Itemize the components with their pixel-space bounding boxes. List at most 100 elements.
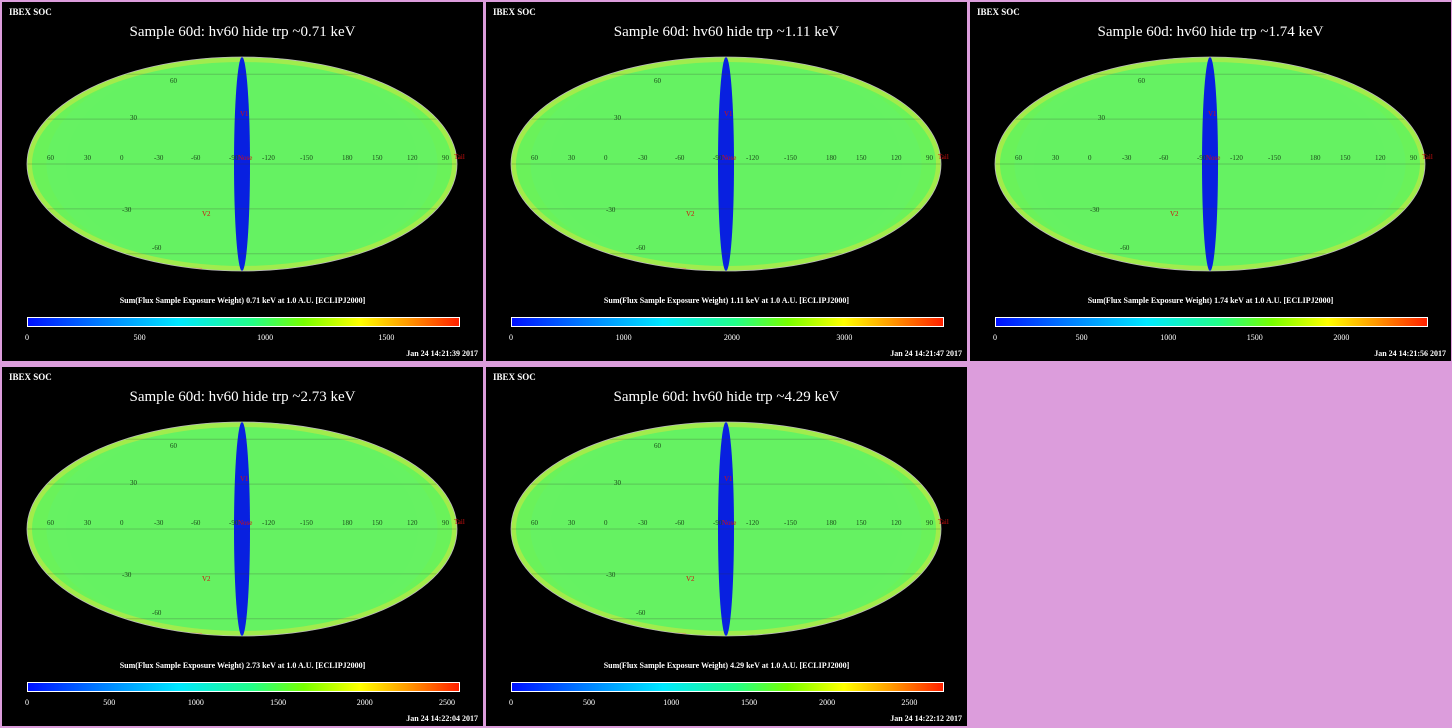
longitude-label: -30 [638, 519, 648, 527]
longitude-label: 180 [826, 154, 837, 162]
longitude-label: 30 [1052, 154, 1059, 162]
latitude-label: -30 [122, 571, 132, 579]
longitude-label: -120 [1230, 154, 1243, 162]
marker-tail: Tail [1422, 153, 1433, 161]
soc-label: IBEX SOC [977, 7, 1020, 17]
longitude-label: 120 [891, 154, 902, 162]
colorbar-tick-label: 0 [509, 698, 513, 707]
colorbar-tick-label: 1000 [187, 698, 204, 707]
colorbar-tick-label: 2500 [439, 698, 455, 707]
longitude-label: 30 [568, 154, 575, 162]
marker-tail: Tail [454, 518, 465, 526]
longitude-label: -30 [1122, 154, 1132, 162]
latitude-label: -30 [606, 206, 616, 214]
latitude-label: 30 [130, 114, 137, 122]
colorbar-tick-label: 500 [582, 698, 595, 707]
colorbar-tick-label: 1000 [257, 333, 274, 342]
longitude-label: 90 [926, 519, 933, 527]
timestamp: Jan 24 14:21:39 2017 [406, 349, 478, 358]
longitude-label: 60 [47, 154, 54, 162]
colorbar-tick-label: 2000 [1333, 333, 1350, 342]
panel-title: Sample 60d: hv60 hide trp ~2.73 keV [129, 389, 356, 405]
longitude-label: -90 [229, 519, 239, 527]
longitude-label: 150 [1340, 154, 1351, 162]
colorbar-caption: Sum(Flux Sample Exposure Weight) 1.74 ke… [1087, 296, 1334, 305]
longitude-label: 90 [1410, 154, 1417, 162]
timestamp: Jan 24 14:21:56 2017 [1374, 349, 1446, 358]
latitude-label: -30 [122, 206, 132, 214]
colorbar-tick-label: 1500 [1246, 333, 1263, 342]
marker-v1: V1 [240, 475, 249, 483]
colorbar-tick-label: 1500 [270, 698, 287, 707]
longitude-label: 0 [604, 519, 608, 527]
latitude-label: 60 [170, 77, 177, 85]
colorbar-tick-label: 0 [993, 333, 997, 342]
longitude-label: 30 [84, 519, 91, 527]
colorbar-tick-label: 2000 [723, 333, 740, 342]
longitude-label: 120 [407, 154, 418, 162]
longitude-label: 0 [1088, 154, 1092, 162]
latitude-label: -30 [1090, 206, 1100, 214]
colorbar-tick-label: 500 [133, 333, 146, 342]
longitude-label: -120 [746, 154, 759, 162]
longitude-label: -90 [713, 519, 723, 527]
marker-v1: V1 [724, 110, 733, 118]
colorbar-tick-label: 3000 [836, 333, 853, 342]
skymap-panel-5: IBEX SOC Sample 60d: hv60 hide trp ~4.29… [486, 367, 967, 726]
longitude-label: -60 [675, 154, 685, 162]
skymap-panel-4: IBEX SOC Sample 60d: hv60 hide trp ~2.73… [2, 367, 483, 726]
latitude-label: -60 [152, 244, 162, 252]
colorbar [27, 682, 460, 692]
longitude-label: 90 [442, 154, 449, 162]
marker-v1: V1 [724, 475, 733, 483]
colorbar-tick-label: 2000 [819, 698, 836, 707]
longitude-label: 180 [826, 519, 837, 527]
longitude-label: 180 [342, 154, 353, 162]
longitude-label: -120 [746, 519, 759, 527]
colorbar-tick-label: 0 [509, 333, 513, 342]
marker-nose: Nose [238, 519, 253, 527]
colorbar-caption: Sum(Flux Sample Exposure Weight) 0.71 ke… [119, 296, 366, 305]
colorbar-caption: Sum(Flux Sample Exposure Weight) 4.29 ke… [603, 661, 850, 670]
longitude-label: 120 [407, 519, 418, 527]
longitude-label: 0 [120, 154, 124, 162]
longitude-label: 90 [442, 519, 449, 527]
colorbar-tick-label: 0 [25, 698, 29, 707]
longitude-label: 30 [568, 519, 575, 527]
latitude-label: 30 [614, 114, 621, 122]
longitude-label: -30 [154, 154, 164, 162]
longitude-label: 30 [84, 154, 91, 162]
skymap-panel-3: IBEX SOC Sample 60d: hv60 hide trp ~1.74… [970, 2, 1451, 361]
soc-label: IBEX SOC [493, 372, 536, 382]
longitude-label: -150 [1268, 154, 1281, 162]
colorbar-tick-label: 1000 [663, 698, 680, 707]
latitude-label: -60 [636, 244, 646, 252]
longitude-label: -60 [1159, 154, 1169, 162]
colorbar-tick-label: 0 [25, 333, 29, 342]
colorbar [511, 682, 944, 692]
colorbar-tick-label: 1500 [741, 698, 758, 707]
longitude-label: -150 [300, 154, 313, 162]
longitude-label: -90 [1197, 154, 1207, 162]
longitude-label: -150 [300, 519, 313, 527]
soc-label: IBEX SOC [9, 372, 52, 382]
colorbar [995, 317, 1428, 327]
longitude-label: -150 [784, 519, 797, 527]
colorbar [511, 317, 944, 327]
colorbar-caption: Sum(Flux Sample Exposure Weight) 2.73 ke… [119, 661, 366, 670]
marker-v2: V2 [686, 575, 695, 583]
skymap-panel-2: IBEX SOC Sample 60d: hv60 hide trp ~1.11… [486, 2, 967, 361]
colorbar [27, 317, 460, 327]
longitude-label: -150 [784, 154, 797, 162]
panel-title: Sample 60d: hv60 hide trp ~0.71 keV [129, 24, 356, 40]
latitude-label: 30 [614, 479, 621, 487]
marker-tail: Tail [454, 153, 465, 161]
longitude-label: 150 [856, 519, 867, 527]
marker-v1: V1 [240, 110, 249, 118]
longitude-label: -30 [638, 154, 648, 162]
longitude-label: 180 [342, 519, 353, 527]
longitude-label: 60 [1015, 154, 1022, 162]
marker-v2: V2 [686, 210, 695, 218]
marker-nose: Nose [722, 519, 737, 527]
latitude-label: 60 [654, 77, 661, 85]
